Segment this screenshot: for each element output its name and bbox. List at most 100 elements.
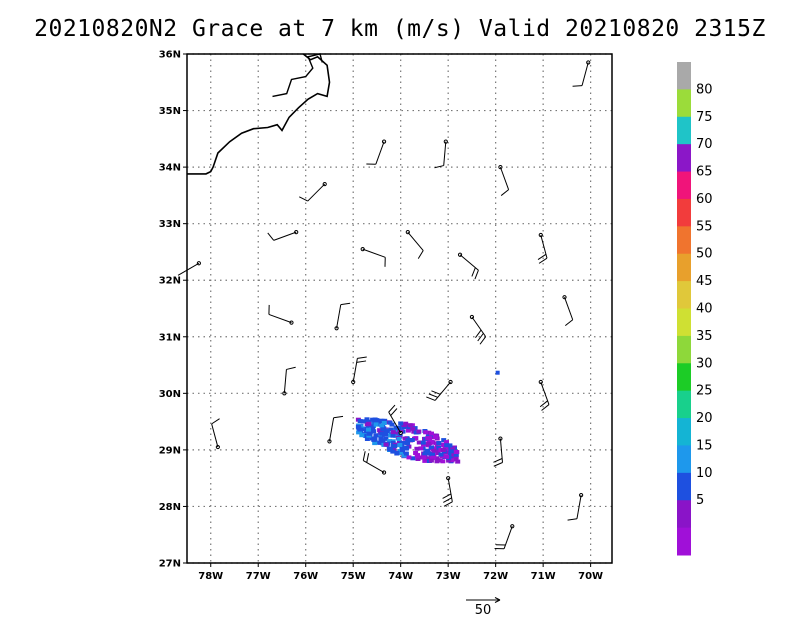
barb-flag	[443, 497, 452, 503]
barb-shaft	[443, 141, 447, 166]
speed-cell	[377, 428, 383, 433]
wind-barb	[334, 302, 351, 331]
barb-flag	[390, 408, 398, 416]
speed-cell	[435, 458, 441, 463]
speed-cell	[379, 431, 385, 436]
wind-barbs	[177, 60, 591, 550]
speed-cell	[449, 449, 454, 454]
speed-cell	[393, 425, 399, 430]
speed-cell	[384, 429, 390, 434]
colorbar-segment	[677, 144, 691, 173]
wind-barb	[469, 314, 487, 345]
speed-cell	[444, 440, 449, 445]
speed-cell	[418, 455, 424, 460]
colorbar-label: 80	[696, 82, 713, 97]
lat-tick-label: 35N	[159, 106, 181, 117]
colorbar-segment	[677, 226, 691, 255]
wind-barb	[537, 232, 548, 264]
barb-shaft	[328, 417, 335, 442]
colorbar-label: 15	[696, 438, 713, 453]
speed-cell	[371, 437, 377, 442]
colorbar-segment	[677, 527, 691, 556]
wind-barb	[457, 252, 479, 280]
speed-cell	[447, 443, 453, 448]
speed-cell	[420, 440, 426, 445]
colorbar-label: 10	[696, 466, 713, 481]
speed-cell	[401, 425, 407, 430]
speed-cell	[374, 418, 380, 423]
wind-barb	[268, 304, 294, 325]
barb-flag	[474, 270, 479, 280]
colorbar: 80 75 70 65 60 55 50 45 40 35 30 25 20 15 10 5	[677, 62, 713, 556]
speed-cell	[436, 445, 442, 450]
barb-flag	[479, 336, 487, 345]
speed-cell	[453, 452, 459, 457]
speed-cell	[405, 441, 411, 446]
speed-cell	[383, 432, 389, 437]
speed-cell	[366, 421, 372, 426]
speed-cell	[370, 417, 376, 422]
speed-cell	[429, 439, 434, 444]
speed-cell	[401, 423, 407, 427]
lon-tick-label: 77W	[246, 571, 271, 582]
lat-tick-label: 30N	[159, 389, 181, 400]
speed-cell	[390, 430, 396, 435]
speed-cell	[444, 454, 450, 459]
speed-cell	[371, 429, 377, 434]
barb-shaft	[407, 231, 424, 251]
colorbar-label: 45	[696, 274, 713, 289]
speed-cell	[400, 448, 405, 452]
lat-tick-label: 34N	[159, 163, 181, 174]
speed-cell	[413, 430, 419, 435]
colorbar-label: 60	[696, 192, 713, 207]
speed-cell	[423, 430, 429, 435]
speed-cell	[409, 438, 415, 442]
coastline	[187, 53, 331, 175]
barb-flag	[388, 404, 396, 413]
colorbar-label: 55	[696, 219, 713, 234]
speed-cell	[357, 419, 363, 424]
speed-cell	[414, 446, 420, 451]
lon-tick-label: 78W	[198, 571, 223, 582]
speed-cell	[452, 457, 458, 462]
speed-cell	[386, 446, 392, 451]
colorbar-segment	[677, 171, 691, 200]
speed-cell	[447, 452, 453, 457]
barb-shaft	[362, 248, 386, 258]
wind-barb	[211, 418, 220, 450]
barb-shaft	[307, 183, 326, 202]
barb-flag	[431, 390, 441, 395]
barb-shaft	[273, 231, 297, 241]
colorbar-segment	[677, 62, 691, 90]
speed-cell	[399, 451, 405, 456]
wind-barb	[351, 356, 367, 385]
speed-cell	[429, 431, 434, 436]
colorbar-segment	[677, 390, 691, 419]
speed-cell	[440, 442, 446, 447]
colorbar-label: 35	[696, 329, 713, 344]
speed-cell	[402, 436, 408, 441]
speed-cell	[403, 451, 409, 456]
speed-cell	[405, 428, 411, 433]
wind-speed-cells	[355, 370, 500, 464]
speed-cell	[372, 441, 378, 446]
colorbar-label: 65	[696, 165, 713, 180]
speed-cell	[390, 449, 396, 454]
wind-barb	[366, 139, 387, 165]
barb-flag	[340, 302, 351, 306]
barb-flag	[428, 393, 438, 398]
speed-cell	[450, 446, 456, 451]
wind-barb	[493, 436, 503, 467]
speed-cell	[413, 451, 419, 455]
wind-barb	[282, 366, 296, 396]
speed-cell	[453, 450, 459, 454]
barb-flag	[443, 501, 453, 507]
speed-cell	[426, 430, 432, 435]
colorbar-label: 70	[696, 137, 713, 152]
speed-cell	[444, 443, 450, 448]
wind-barb	[362, 451, 387, 475]
barb-shaft	[211, 423, 219, 448]
chart-title: 20210820N2 Grace at 7 km (m/s) Valid 202…	[34, 16, 766, 42]
barb-shaft	[177, 262, 200, 276]
speed-cell	[359, 433, 365, 438]
